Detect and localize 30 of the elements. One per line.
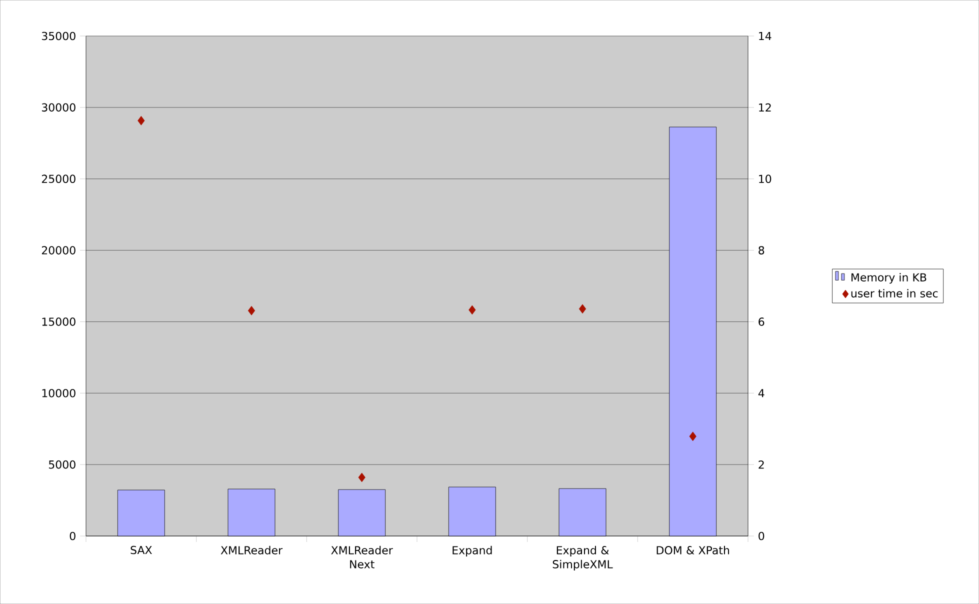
y2-tick-label: 10 [759,174,772,184]
y2-tick-label: 12 [759,103,771,112]
y2-tick-label: 2 [758,460,764,469]
legend-label: user time in sec [851,288,938,298]
x-tick-label: XMLReader Next [331,546,393,568]
y-tick-label: 30000 [42,103,76,112]
point [358,472,366,482]
y2-tick-label: 0 [758,532,764,540]
x-tick-label: DOM & XPath [656,546,730,554]
y-tick-label: 0 [70,532,76,540]
y2-tick-label: 14 [759,32,772,40]
point [138,116,145,126]
y-tick-label: 25000 [42,174,76,184]
point [468,305,476,315]
y2-tick-label: 6 [758,318,764,326]
point [248,306,256,316]
y-tick-label: 10000 [42,388,76,398]
x-tick-label: Expand & SimpleXML [552,546,613,571]
x-tick-label: SAX [130,546,152,554]
y-tick-label: 20000 [42,246,76,254]
y2-tick-label: 4 [758,389,764,398]
y-tick-label: 15000 [42,318,76,326]
legend-label: Memory in KB [852,273,926,284]
y-tick-label: 5000 [48,460,76,469]
y2-tick-label: 8 [758,246,764,254]
x-tick-label: Expand [452,546,492,557]
x-tick-label: XMLReader [220,546,283,554]
y-tick-label: 35000 [42,32,76,40]
point [689,432,696,442]
point [578,304,586,314]
